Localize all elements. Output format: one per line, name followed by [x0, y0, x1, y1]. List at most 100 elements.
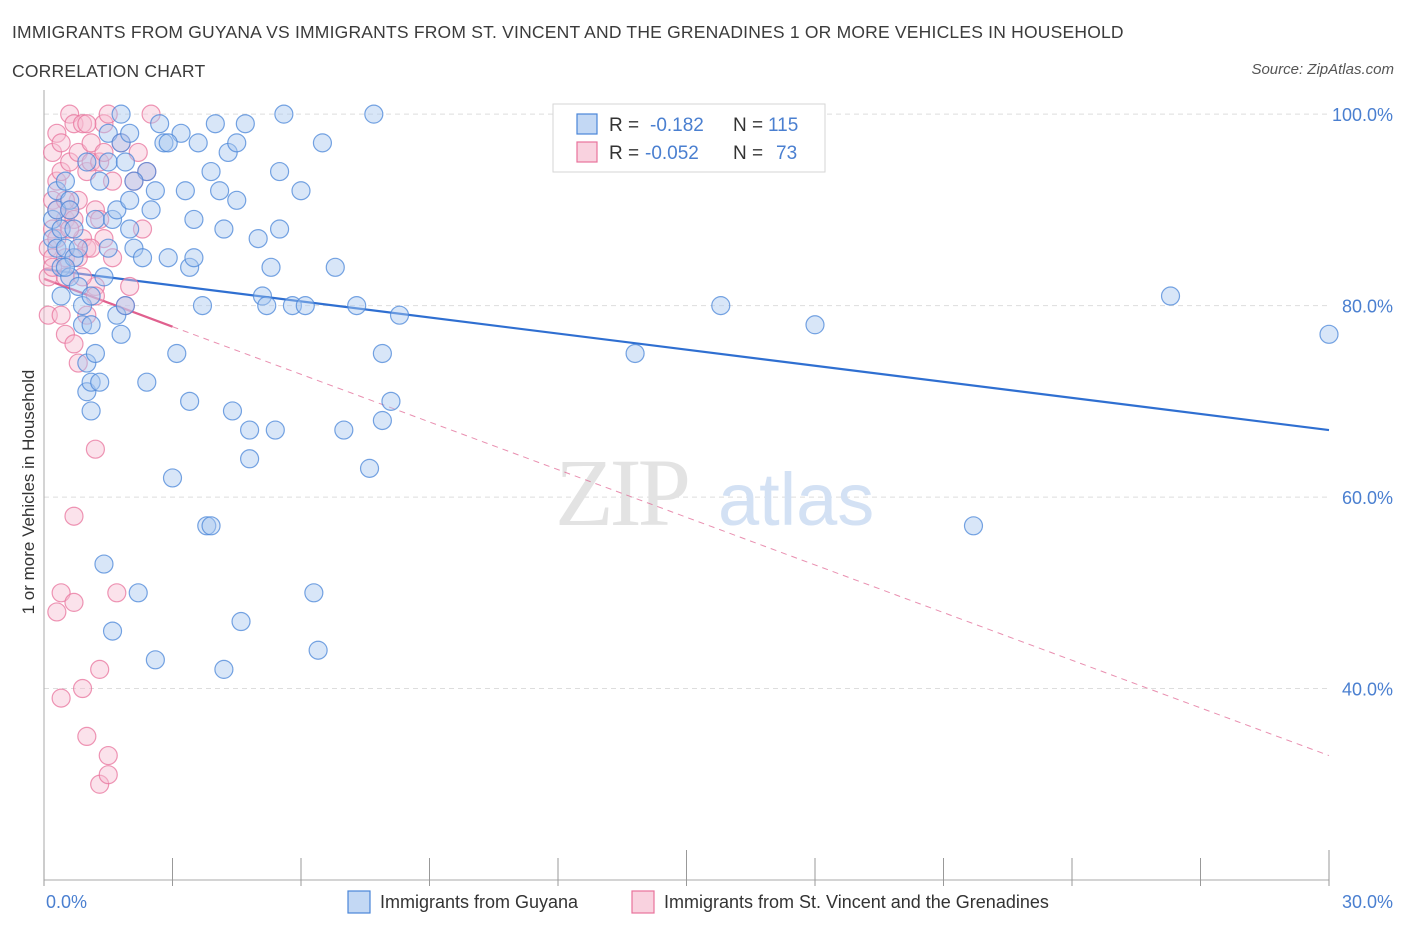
- st-vincent-point-14: [51, 688, 71, 708]
- guyana-point-40: [132, 248, 153, 268]
- guyana-point-66: [235, 114, 255, 134]
- guyana-point-78: [295, 296, 315, 316]
- guyana-point-101: [90, 171, 110, 191]
- guyana-point-25: [94, 267, 114, 287]
- guyana-point-109: [184, 248, 204, 268]
- guyana-point-13: [68, 276, 88, 297]
- guyana-point-53: [180, 257, 200, 277]
- st-vincent-point-44: [94, 228, 114, 249]
- guyana-point-37: [120, 219, 140, 239]
- guyana-point-48: [162, 468, 183, 488]
- legend-label-st-vincent: Immigrants from St. Vincent and the Gren…: [664, 892, 1049, 912]
- st-vincent-point-50: [107, 583, 127, 603]
- guyana-point-24: [94, 554, 114, 574]
- guyana-point-47: [158, 248, 178, 268]
- guyana-point-88: [372, 410, 392, 431]
- guyana-point-99: [201, 516, 221, 536]
- guyana-point-83: [334, 420, 354, 440]
- st-vincent-point-39: [85, 286, 106, 306]
- x-tick-label-1: 30.0%: [1342, 892, 1393, 912]
- guyana-point-102: [120, 123, 140, 143]
- guyana-point-46: [154, 133, 174, 153]
- guyana-point-34: [115, 152, 135, 172]
- guyana-point-105: [158, 133, 178, 153]
- guyana-point-114: [111, 324, 131, 344]
- st-vincent-point-45: [94, 114, 114, 134]
- guyana-point-55: [188, 133, 208, 153]
- guyana-point-16: [77, 382, 97, 402]
- guyana-point-50: [171, 123, 191, 143]
- guyana-point-41: [137, 161, 157, 182]
- st-vincent-point-49: [102, 248, 123, 268]
- guyana-point-103: [68, 238, 88, 258]
- y-tick-label-0: 40.0%: [1342, 680, 1393, 700]
- guyana-point-33: [111, 104, 131, 124]
- guyana-point-75: [274, 104, 294, 124]
- guyana-point-95: [1160, 286, 1181, 306]
- guyana-point-63: [222, 401, 243, 421]
- guyana-point-68: [240, 420, 260, 440]
- y-axis-label: 1 or more Vehicles in Household: [19, 370, 38, 615]
- legend-swatch-guyana: [347, 890, 371, 914]
- st-vincent-point-47: [98, 765, 118, 785]
- trend-lines: [43, 268, 1330, 757]
- guyana-point-92: [711, 296, 731, 316]
- guyana-point-36: [120, 190, 140, 210]
- guyana-point-67: [240, 449, 260, 469]
- guyana-point-21: [85, 343, 106, 364]
- guyana-point-91: [625, 343, 645, 364]
- guyana-point-52: [180, 391, 200, 411]
- guyana-point-49: [167, 343, 187, 364]
- guyana-point-8: [55, 171, 76, 191]
- st-vincent-point-13: [51, 133, 71, 153]
- y-tick-label-1: 60.0%: [1342, 488, 1393, 508]
- guyana-point-27: [98, 123, 118, 143]
- guyana-point-112: [124, 171, 144, 191]
- guyana-point-58: [201, 161, 221, 182]
- guyana-point-86: [364, 104, 384, 124]
- guyana-point-111: [269, 219, 290, 239]
- st-vincent-point-68: [77, 114, 97, 134]
- stats-box-frame: [552, 103, 826, 173]
- guyana-point-70: [252, 286, 273, 306]
- guyana-point-108: [98, 238, 118, 258]
- legend-swatch-st-vincent: [631, 890, 655, 914]
- st-vincent-point-9: [47, 123, 67, 143]
- stats-box: R = -0.182 N = 115 R = -0.052 N = 73: [552, 103, 826, 173]
- guyana-point-28: [102, 621, 123, 641]
- guyana-point-94: [963, 516, 984, 536]
- guyana-point-110: [214, 219, 234, 239]
- stats-r-value-pink: -0.052: [645, 143, 699, 164]
- st-vincent-point-34: [77, 726, 97, 747]
- st-vincent-point-67: [51, 305, 71, 325]
- guyana-point-22: [85, 209, 106, 230]
- guyana-point-26: [98, 152, 118, 172]
- guyana-point-96: [1319, 324, 1339, 344]
- guyana-point-82: [325, 257, 345, 277]
- guyana-point-12: [64, 219, 84, 239]
- stats-r-label-pink: R =: [609, 143, 639, 164]
- stats-n-label-blue: N =: [733, 115, 763, 136]
- trend-line-st-vincent: [43, 277, 173, 328]
- st-vincent-point-66: [94, 142, 114, 163]
- guyana-point-71: [257, 296, 277, 316]
- trend-line-guyana: [43, 268, 1330, 432]
- st-vincent-point-65: [64, 334, 84, 354]
- legend: Immigrants from Guyana Immigrants from S…: [347, 890, 1049, 914]
- guyana-point-20: [81, 315, 101, 335]
- guyana-point-97: [81, 286, 101, 306]
- st-vincent-point-36: [81, 133, 101, 153]
- stats-r-label-blue: R =: [609, 115, 639, 136]
- st-vincent-point-53: [120, 276, 140, 297]
- st-vincent-point-29: [72, 114, 93, 134]
- guyana-point-100: [55, 257, 76, 277]
- guyana-point-81: [312, 133, 333, 153]
- guyana-point-60: [210, 181, 230, 201]
- guyana-point-74: [269, 161, 290, 182]
- st-vincent-point-23: [64, 506, 84, 526]
- source-credit: Source: ZipAtlas.com: [1251, 61, 1394, 78]
- y-tick-label-2: 80.0%: [1342, 297, 1393, 317]
- guyana-point-65: [231, 611, 251, 632]
- guyana-point-93: [805, 315, 825, 335]
